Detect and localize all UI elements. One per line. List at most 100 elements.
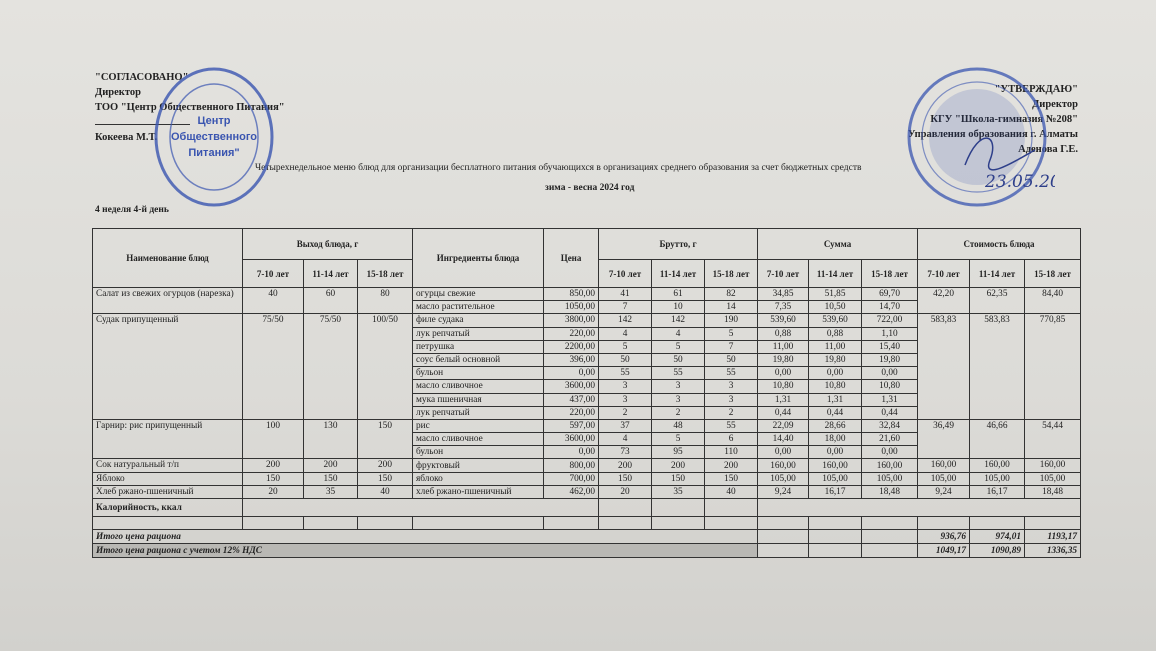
approval-organization: ТОО "Центр Общественного Питания": [95, 102, 285, 113]
header-dish: Наименование блюд: [92, 228, 243, 288]
ingredient-price: 1050,00: [543, 300, 600, 315]
header-brutto-age: 11-14 лет: [651, 259, 706, 288]
approval-department: Управления образования г. Алматы: [907, 129, 1078, 140]
svg-text:Питания": Питания": [188, 147, 239, 159]
dish-name: Сок натуральный т/п: [92, 458, 243, 473]
ingredient-brutto: 200: [704, 458, 759, 473]
table-row: масло растительное 1050,00 7 10 14 7,35 10,50 1…: [93, 300, 1081, 315]
ingredient-sum: 14,40: [757, 432, 810, 447]
header-yield: Выход блюда, г: [241, 228, 414, 260]
ingredient-sum: 16,17: [808, 484, 863, 500]
ingredient-brutto: 2: [704, 405, 759, 420]
ingredient-brutto: 7: [598, 300, 653, 315]
ingredient-name: фруктовый: [412, 458, 545, 473]
ingredient-brutto: 40: [704, 484, 759, 500]
svg-text:Центр: Центр: [197, 115, 230, 127]
empty-cell: [861, 529, 919, 545]
ingredient-sum: 105,00: [757, 471, 810, 486]
ingredient-brutto: 6: [704, 432, 759, 447]
approval-signer: Кокеева М.Т.: [95, 132, 158, 143]
dish-name: Яблоко: [92, 471, 243, 486]
empty-cell: [861, 543, 919, 559]
ingredient-brutto: 190: [704, 313, 759, 328]
empty-cell: [598, 515, 653, 531]
dish-yield: 20: [242, 484, 304, 500]
ingredient-sum: 539,60: [757, 313, 810, 328]
empty-cell: [92, 515, 243, 531]
total-label: Итого цена рациона с учетом 12% НДС: [91, 543, 759, 559]
ingredient-brutto: 73: [598, 445, 653, 460]
dish-cost: 9,24: [917, 484, 971, 500]
dish-cost: 36,49: [917, 418, 971, 460]
ingredient-sum: 0,44: [757, 405, 810, 420]
approval-position: Директор: [1032, 99, 1078, 110]
approval-right-block: "УТВЕРЖДАЮ" Директор КГУ "Школа-гимназия…: [908, 82, 1078, 157]
ingredient-price: 462,00: [543, 484, 600, 500]
total-value: 1090,89: [969, 543, 1026, 559]
empty-cell: [543, 515, 600, 531]
table-header-row: Наименование блюд Выход блюда, г Ингреди…: [92, 228, 1082, 288]
ingredient-brutto: 4: [598, 432, 653, 447]
dish-yield: 150: [356, 418, 414, 460]
ingredient-price: 850,00: [543, 286, 600, 302]
empty-cell: [808, 543, 863, 559]
ingredient-brutto: 10: [651, 300, 706, 315]
dish-cost: 46,66: [969, 418, 1026, 460]
ingredient-price: 597,00: [543, 418, 600, 434]
table-row: Гарнир: рис припущенный 100 130 150 рис 597,0…: [92, 418, 1082, 460]
ingredient-brutto: 37: [598, 418, 653, 434]
ingredient-sum: 69,70: [861, 286, 919, 302]
ingredient-sum: 34,85: [757, 286, 810, 302]
ingredient-sum: 0,88: [757, 326, 810, 341]
total-vat-row: Итого цена рациона с учетом 12% НДС 1049,…: [91, 543, 1082, 559]
header-yield-age: 7-10 лет: [242, 259, 304, 288]
dish-yield: 200: [303, 458, 358, 473]
ingredient-brutto: 3: [704, 379, 759, 394]
ingredient-brutto: 142: [598, 313, 653, 328]
header-sum: Сумма: [757, 228, 919, 260]
dish-yield: 80: [356, 286, 414, 315]
empty-cell: [241, 498, 600, 517]
ingredient-brutto: 5: [598, 339, 653, 354]
ingredient-sum: 10,80: [757, 379, 810, 394]
total-value: 974,01: [969, 529, 1026, 545]
ingredient-sum: 18,00: [808, 432, 863, 447]
empty-cell: [303, 515, 358, 531]
ingredient-sum: 18,48: [861, 484, 919, 500]
header-yield-age: 15-18 лет: [356, 259, 414, 288]
dish-yield: 150: [303, 471, 358, 486]
ingredient-sum: 21,60: [861, 432, 919, 447]
table-row: лук репчатый 220,00 4 4 5 0,88 0,88 1,10: [93, 326, 1081, 341]
dish-cost: 18,48: [1024, 484, 1082, 500]
empty-cell: [704, 498, 759, 517]
ingredient-sum: 28,66: [808, 418, 863, 434]
stamp-left: Центр Общественного Питания": [154, 67, 274, 207]
header-cost-age: 7-10 лет: [917, 259, 971, 288]
ingredient-sum: 0,00: [861, 366, 919, 381]
header-sum-age: 15-18 лет: [861, 259, 919, 288]
ingredient-name: яблоко: [412, 471, 545, 486]
header-cost: Стоимость блюда: [917, 228, 1082, 260]
ingredient-brutto: 95: [651, 445, 706, 460]
table-row: Сок натуральный т/п 200 200 200 фруктовый 800…: [92, 458, 1082, 473]
ingredient-sum: 15,40: [861, 339, 919, 354]
ingredient-brutto: 5: [651, 339, 706, 354]
ingredient-sum: 1,31: [757, 392, 810, 407]
approval-left-block: "СОГЛАСОВАНО" Директор ТОО "Центр Общест…: [95, 70, 285, 145]
empty-cell: [757, 515, 810, 531]
dish-yield: 100: [242, 418, 304, 460]
dish-yield: 100/50: [356, 313, 414, 420]
dish-cost: 105,00: [917, 471, 971, 486]
ingredient-name: масло сливочное: [412, 432, 545, 447]
ingredient-name: рис: [412, 418, 545, 434]
ingredient-brutto: 3: [598, 379, 653, 394]
ingredient-name: филе судака: [412, 313, 545, 328]
table-row: Яблоко 150 150 150 яблоко 700,00 150 150 150 105,…: [92, 471, 1082, 486]
ingredient-brutto: 5: [651, 432, 706, 447]
ingredient-sum: 9,24: [757, 484, 810, 500]
ingredient-sum: 0,00: [757, 445, 810, 460]
ingredient-sum: 0,44: [861, 405, 919, 420]
ingredient-sum: 0,00: [808, 445, 863, 460]
empty-cell: [242, 515, 304, 531]
ingredient-price: 0,00: [543, 445, 600, 460]
